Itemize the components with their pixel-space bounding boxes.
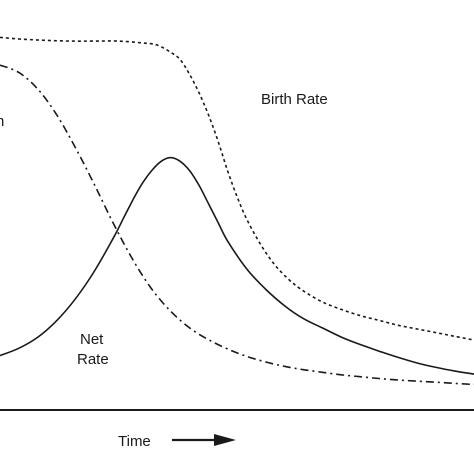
series-line-net-rate — [0, 156, 474, 375]
x-axis-label: Time — [118, 433, 151, 450]
series-line-death-rate — [0, 64, 474, 386]
edge-label-fragment: n — [0, 113, 4, 130]
series-line-birth-rate — [0, 36, 474, 341]
time-arrow-icon — [172, 434, 236, 446]
annotation-birth-rate: Birth Rate — [261, 91, 328, 108]
series-layer — [0, 36, 474, 386]
annotation-net-rate-line2: Rate — [77, 351, 109, 368]
annotation-net-rate-line1: Net — [80, 331, 104, 348]
